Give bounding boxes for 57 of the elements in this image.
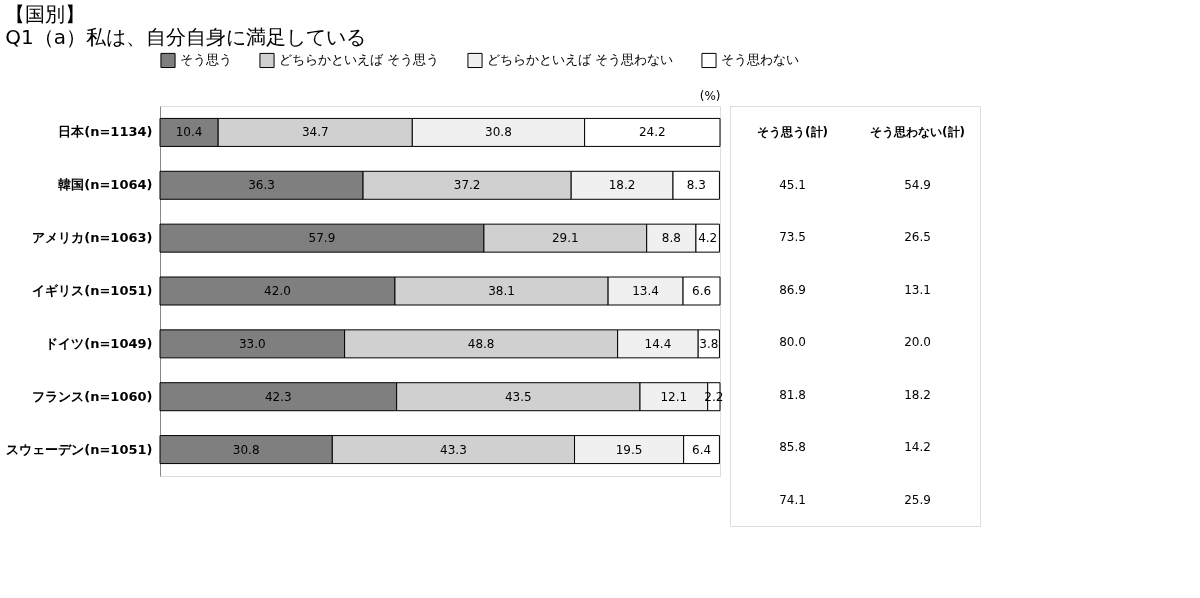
legend-label: そう思う <box>180 52 232 68</box>
text: そう思わない(計) <box>870 125 965 140</box>
y-tick-label: 日本(n=1134) <box>58 124 153 140</box>
data-label: 6.6 <box>691 284 712 298</box>
text: 81.8 <box>779 387 806 402</box>
text: 74.1 <box>779 492 806 507</box>
data-label: 14.4 <box>644 336 672 351</box>
text: 18.2 <box>904 387 931 402</box>
data-label: 42.3 <box>264 389 292 404</box>
data-label: 24.2 <box>638 125 666 140</box>
text: 86.9 <box>779 282 806 297</box>
data-label: 6.4 <box>691 442 712 457</box>
data-label: 48.8 <box>467 336 495 351</box>
text: 14.2 <box>904 440 931 455</box>
y-tick-label: イギリス(n=1051) <box>32 283 153 298</box>
text: 80.0 <box>779 335 806 350</box>
data-label: 12.1 <box>660 389 688 404</box>
legend-label: どちらかといえば そう思わない <box>487 52 674 68</box>
data-label: 57.9 <box>308 231 336 246</box>
y-tick-label: アメリカ(n=1063) <box>32 230 153 246</box>
data-label: 30.8 <box>485 125 512 140</box>
text: 54.9 <box>904 177 931 192</box>
data-label: 10.4 <box>175 125 203 140</box>
data-label: 8.8 <box>661 231 681 246</box>
text: 73.5 <box>779 230 806 245</box>
y-tick-label: フランス(n=1060) <box>32 388 153 404</box>
x-axis-title: (%) <box>699 88 721 103</box>
chart-title: 【国別】 <box>5 2 86 26</box>
data-label: 43.3 <box>440 442 467 457</box>
text: 26.5 <box>904 230 931 245</box>
y-tick-label: ドイツ(n=1049) <box>45 335 153 351</box>
data-label: 33.0 <box>238 336 266 351</box>
text: 45.1 <box>779 177 806 192</box>
data-label: 3.8 <box>699 336 719 351</box>
text: 13.1 <box>904 282 931 297</box>
y-tick-label: 韓国(n=1064) <box>58 177 153 193</box>
legend-label: どちらかといえば そう思う <box>279 52 440 68</box>
data-label: 42.0 <box>264 284 291 298</box>
text: 85.8 <box>779 440 806 455</box>
text: そう思う(計) <box>757 125 828 140</box>
y-tick-label: スウェーデン(n=1051) <box>6 441 153 457</box>
data-label: 19.5 <box>615 442 643 457</box>
data-label: 29.1 <box>551 231 579 246</box>
data-label: 4.2 <box>698 231 718 246</box>
legend-label: そう思わない <box>721 52 799 68</box>
data-label: 43.5 <box>504 389 532 404</box>
text: 20.0 <box>904 335 931 350</box>
data-label: 18.2 <box>608 178 636 193</box>
data-label: 34.7 <box>301 125 329 140</box>
data-label: 38.1 <box>488 284 515 298</box>
data-label: 37.2 <box>453 178 481 193</box>
text: 25.9 <box>904 492 931 507</box>
data-label: 8.3 <box>686 178 706 193</box>
chart-subtitle: Q1（a）私は、自分自身に満足している <box>5 25 367 49</box>
data-label: 36.3 <box>248 178 275 193</box>
data-label: 30.8 <box>232 442 260 457</box>
data-label: 13.4 <box>632 284 659 298</box>
